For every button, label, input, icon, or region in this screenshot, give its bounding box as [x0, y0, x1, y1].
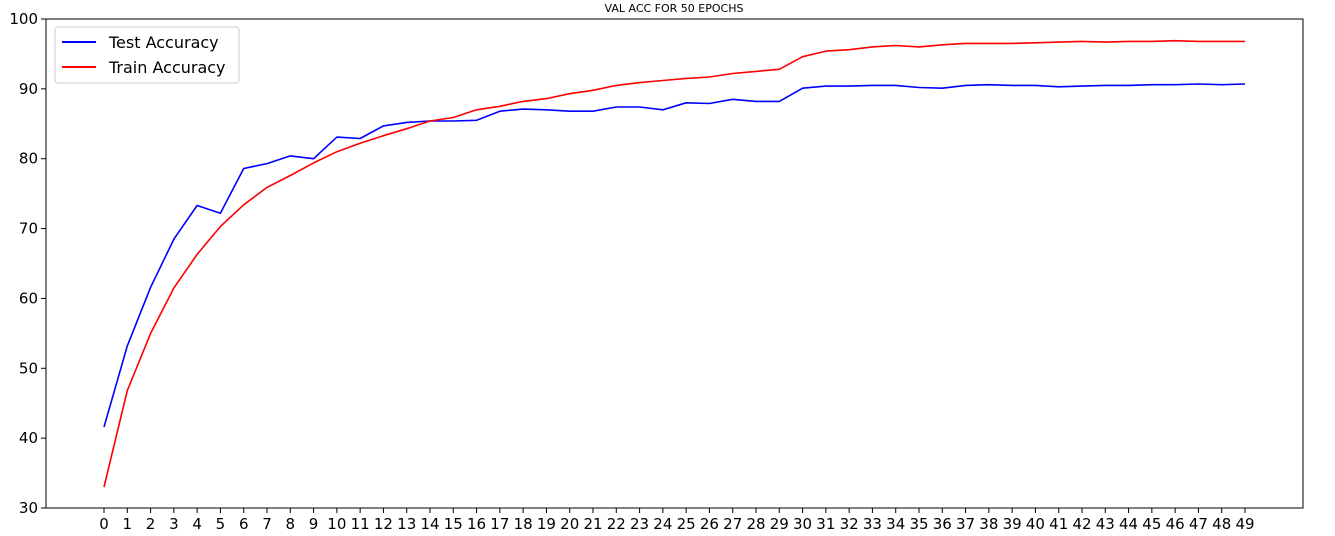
x-tick-label-29: 29 — [770, 515, 789, 533]
series-lines — [103, 39, 1246, 488]
x-tick-label-8: 8 — [286, 515, 296, 533]
x-tick-label-21: 21 — [583, 515, 602, 533]
x-tick-label-6: 6 — [239, 515, 249, 533]
y-axis: 30 40 50 60 70 80 90 100 — [9, 10, 46, 517]
x-tick-label-1: 1 — [123, 515, 133, 533]
y-tick-label-90: 90 — [19, 80, 38, 98]
x-tick-label-22: 22 — [607, 515, 626, 533]
x-tick-label-41: 41 — [1049, 515, 1068, 533]
chart-title: VAL ACC FOR 50 EPOCHS — [605, 2, 744, 15]
legend-label-train-accuracy: Train Accuracy — [108, 58, 226, 77]
x-tick-label-3: 3 — [169, 515, 179, 533]
x-tick-label-24: 24 — [653, 515, 672, 533]
x-tick-label-13: 13 — [397, 515, 416, 533]
x-tick-label-10: 10 — [327, 515, 346, 533]
x-tick-label-46: 46 — [1166, 515, 1185, 533]
legend-box — [54, 26, 240, 84]
x-tick-label-39: 39 — [1003, 515, 1022, 533]
legend-label-test-accuracy: Test Accuracy — [108, 33, 219, 52]
x-tick-label-9: 9 — [309, 515, 319, 533]
x-tick-label-26: 26 — [700, 515, 719, 533]
x-tick-label-20: 20 — [560, 515, 579, 533]
x-tick-label-44: 44 — [1119, 515, 1138, 533]
x-tick-label-30: 30 — [793, 515, 812, 533]
x-tick-label-2: 2 — [146, 515, 156, 533]
x-tick-label-25: 25 — [677, 515, 696, 533]
x-tick-label-48: 48 — [1212, 515, 1231, 533]
x-tick-label-7: 7 — [262, 515, 272, 533]
y-tick-label-70: 70 — [19, 220, 38, 238]
x-tick-label-4: 4 — [192, 515, 202, 533]
x-tick-label-36: 36 — [933, 515, 952, 533]
plot-frame — [45, 18, 1304, 509]
x-tick-label-38: 38 — [979, 515, 998, 533]
x-tick-label-40: 40 — [1026, 515, 1045, 533]
x-tick-label-42: 42 — [1072, 515, 1091, 533]
x-tick-label-12: 12 — [374, 515, 393, 533]
x-tick-label-31: 31 — [816, 515, 835, 533]
x-tick-label-14: 14 — [420, 515, 439, 533]
y-tick-label-100: 100 — [9, 10, 38, 28]
series-line-test-accuracy — [103, 83, 1246, 428]
x-tick-label-19: 19 — [537, 515, 556, 533]
x-tick-label-45: 45 — [1142, 515, 1161, 533]
legend: Test Accuracy Train Accuracy — [54, 26, 240, 84]
x-tick-label-15: 15 — [444, 515, 463, 533]
x-tick-label-17: 17 — [490, 515, 509, 533]
x-tick-label-18: 18 — [514, 515, 533, 533]
x-tick-label-43: 43 — [1096, 515, 1115, 533]
x-tick-label-49: 49 — [1235, 515, 1254, 533]
y-tick-label-50: 50 — [19, 359, 38, 377]
x-tick-label-33: 33 — [863, 515, 882, 533]
x-tick-label-34: 34 — [886, 515, 905, 533]
x-tick-label-0: 0 — [99, 515, 109, 533]
x-axis: 0 1 2 3 4 5 6 7 8 9 10 11 12 13 14 15 16 17 18 19 20 21 22 23 24… — [99, 508, 1255, 533]
x-tick-label-11: 11 — [351, 515, 370, 533]
y-tick-label-80: 80 — [19, 150, 38, 168]
x-tick-label-37: 37 — [956, 515, 975, 533]
x-tick-label-5: 5 — [216, 515, 226, 533]
x-tick-label-16: 16 — [467, 515, 486, 533]
x-tick-label-28: 28 — [746, 515, 765, 533]
y-tick-label-30: 30 — [19, 499, 38, 517]
x-tick-label-32: 32 — [840, 515, 859, 533]
x-tick-label-47: 47 — [1189, 515, 1208, 533]
y-tick-label-60: 60 — [19, 289, 38, 307]
series-line-train-accuracy — [103, 39, 1245, 488]
y-tick-label-40: 40 — [19, 429, 38, 447]
x-tick-label-23: 23 — [630, 515, 649, 533]
x-tick-label-27: 27 — [723, 515, 742, 533]
x-tick-label-35: 35 — [909, 515, 928, 533]
